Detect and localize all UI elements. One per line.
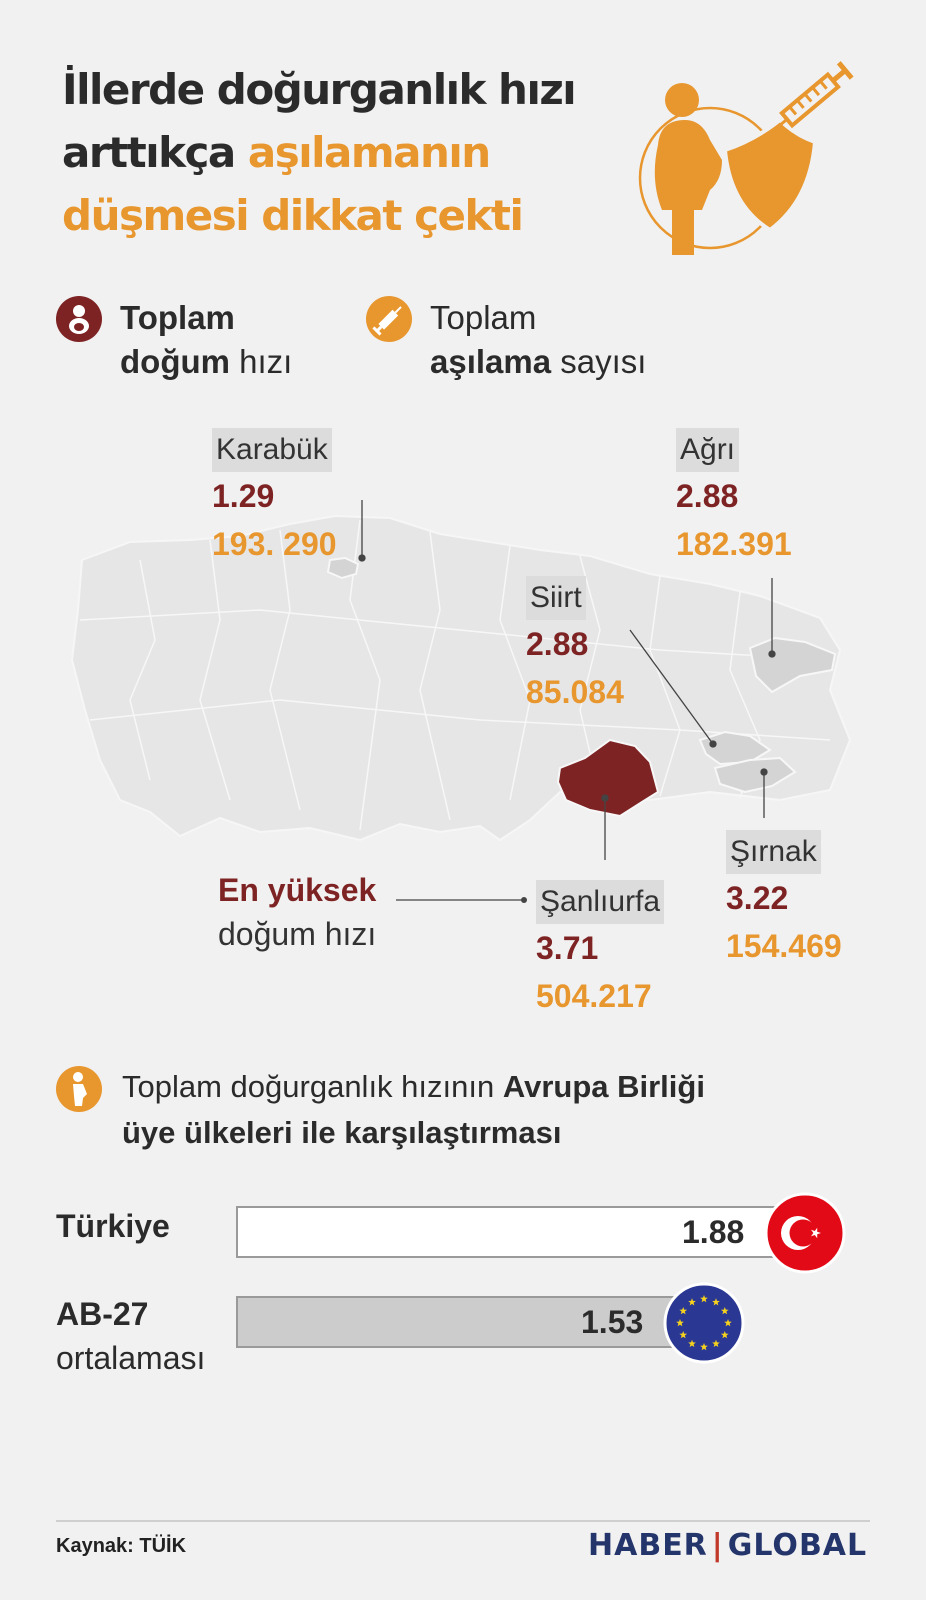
callout-sirnak: Şırnak 3.22 154.469 xyxy=(726,830,842,970)
bar-ab27 xyxy=(236,1296,675,1348)
legend-vaccine-line1: Toplam xyxy=(430,299,537,336)
eu-star xyxy=(679,1307,688,1315)
eu-star xyxy=(688,1339,696,1348)
comparison-heading-bold1: Avrupa Birliği xyxy=(502,1069,705,1104)
eu-star xyxy=(724,1319,732,1327)
logo-separator: | xyxy=(711,1528,724,1563)
province-birth-rate: 3.71 xyxy=(536,930,599,966)
eu-star xyxy=(712,1339,720,1348)
eu-flag-icon xyxy=(663,1282,745,1364)
legend-birth-line1: Toplam xyxy=(120,299,235,336)
turkey-flag-icon xyxy=(764,1192,846,1274)
province-birth-rate: 3.22 xyxy=(726,880,789,916)
mother-vaccine-illustration xyxy=(638,61,854,255)
province-vaccinations: 182.391 xyxy=(676,526,792,562)
province-siirt xyxy=(698,730,772,766)
eu-star xyxy=(712,1298,720,1306)
callout-siirt: Siirt 2.88 85.084 xyxy=(526,576,624,716)
callout-lines xyxy=(358,500,776,860)
province-birth-rate: 1.29 xyxy=(212,478,275,514)
province-vaccinations: 85.084 xyxy=(526,674,624,710)
province-vaccinations: 154.469 xyxy=(726,928,842,964)
highlight-note: En yüksek doğum hızı xyxy=(218,868,376,956)
bar-turkiye xyxy=(236,1206,776,1258)
province-name: Ağrı xyxy=(676,428,740,472)
logo-right: GLOBAL xyxy=(727,1528,868,1563)
callout-karabuk: Karabük 1.29 193. 290 xyxy=(212,428,337,568)
province-sanliurfa xyxy=(556,738,660,818)
bar-label-bold: Türkiye xyxy=(56,1208,170,1244)
province-vaccinations: 504.217 xyxy=(536,978,652,1014)
legend-birth-line2-bold: doğum xyxy=(120,343,230,380)
bar-label-bold: AB-27 xyxy=(56,1296,149,1332)
comparison-heading: Toplam doğurganlık hızının Avrupa Birliğ… xyxy=(122,1064,882,1156)
province-sirnak xyxy=(713,756,797,794)
bar-value-ab27: 1.53 xyxy=(581,1304,644,1340)
legend-birth-rate: Toplam doğum hızı xyxy=(120,296,292,384)
legend-vaccine-line2-bold: aşılama xyxy=(430,343,552,380)
province-borders xyxy=(79,519,831,831)
eu-star xyxy=(700,1343,708,1351)
eu-star xyxy=(688,1298,696,1306)
haber-global-logo: HABER | GLOBAL xyxy=(588,1528,867,1563)
callout-agri: Ağrı 2.88 182.391 xyxy=(676,428,792,568)
comparison-heading-bold2: üye ülkeleri ile karşılaştırması xyxy=(122,1115,562,1150)
title-line-2-dark: arttıkça xyxy=(62,128,248,177)
highlight-note-bold: En yüksek xyxy=(218,872,377,908)
province-karabuk xyxy=(326,556,360,580)
syringe-icon xyxy=(366,296,412,342)
highlight-note-rest: doğum hızı xyxy=(218,916,377,952)
bar-label-rest: ortalaması xyxy=(56,1340,206,1376)
footer-divider xyxy=(56,1520,870,1522)
baby-icon xyxy=(56,296,102,342)
title-line-2: arttıkça aşılamanın xyxy=(62,121,575,184)
title-line-2-highlight: aşılamanın xyxy=(247,128,491,177)
title-line-3: düşmesi dikkat çekti xyxy=(62,191,524,240)
pregnant-woman-icon xyxy=(56,1066,102,1112)
eu-star xyxy=(720,1307,729,1315)
eu-star xyxy=(720,1331,729,1339)
province-birth-rate: 2.88 xyxy=(526,626,589,662)
legend-vaccine-line2-rest: sayısı xyxy=(551,343,647,380)
province-birth-rate: 2.88 xyxy=(676,478,739,514)
page-title: İllerde doğurganlık hızı arttıkça aşılam… xyxy=(62,58,577,247)
eu-star xyxy=(679,1331,688,1339)
eu-star xyxy=(676,1319,684,1327)
turkey-map xyxy=(70,500,852,860)
province-name: Siirt xyxy=(526,576,586,620)
highlight-pointer xyxy=(396,897,527,903)
province-name: Karabük xyxy=(212,428,332,472)
province-name: Şırnak xyxy=(726,830,821,874)
legend-birth-line2-rest: hızı xyxy=(229,343,293,380)
callout-sanliurfa: Şanlıurfa 3.71 504.217 xyxy=(536,880,665,1020)
bar-label-turkiye: Türkiye xyxy=(56,1204,170,1248)
title-line-1: İllerde doğurganlık hızı xyxy=(62,65,577,114)
legend-vaccination-count: Toplam aşılama sayısı xyxy=(430,296,646,384)
logo-left: HABER xyxy=(588,1528,708,1563)
source-note: Kaynak: TÜİK xyxy=(56,1535,187,1557)
bar-label-ab27: AB-27 ortalaması xyxy=(56,1292,205,1380)
province-vaccinations: 193. 290 xyxy=(212,526,337,562)
eu-star xyxy=(700,1295,708,1303)
comparison-heading-pre: Toplam doğurganlık hızının xyxy=(122,1069,503,1104)
province-name: Şanlıurfa xyxy=(536,880,665,924)
bar-value-turkiye: 1.88 xyxy=(682,1214,745,1250)
